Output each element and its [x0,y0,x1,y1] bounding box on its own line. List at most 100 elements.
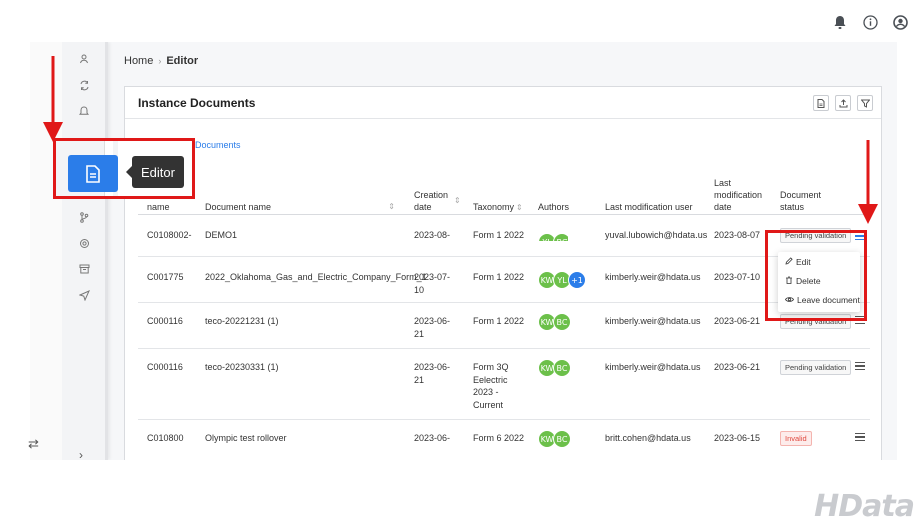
cell-last-modification-user: kimberly.weir@hdata.us [605,272,701,282]
hdata-logo: HData [814,489,915,524]
archive-icon[interactable] [77,262,91,276]
editor-tooltip: Editor [126,156,184,188]
avatar[interactable]: BC [553,233,568,241]
cell-creation-date: 2023-06- 21 [414,315,450,340]
cell-name: C001775 [147,272,184,282]
column-header-document-status[interactable]: Document status [780,189,821,213]
menu-item-leave-document[interactable]: Leave document [785,295,860,305]
documents-link[interactable]: Documents [195,140,241,150]
cell-creation-date-line1: 2023-06- [414,316,451,326]
sort-icon[interactable]: ⇕ [516,203,523,212]
table-row[interactable]: C010800 Olympic test rollover 2023-06- F… [138,420,870,460]
column-header-authors[interactable]: Authors [538,201,569,213]
bell-icon[interactable] [832,14,848,30]
top-bar [832,14,908,30]
arrow-down-icon [43,56,63,142]
menu-item-delete[interactable]: Delete [785,276,821,286]
cell-document-name: teco-20221231 (1) [205,316,279,326]
authors-avatars: YL BC [538,233,568,241]
taxonomy-line: 2023 - [473,387,499,397]
arrow-down-icon [858,140,878,224]
taxonomy-line: Eelectric [473,374,508,385]
breadcrumb-separator: › [158,56,162,66]
cell-name: C010800 [147,433,184,443]
overlay-band [175,215,703,225]
cell-document-name: Olympic test rollover [205,433,287,443]
column-header-creation-date-line2: date [414,202,432,212]
cell-taxonomy: Form 1 2022 [473,316,525,326]
cell-last-modification-user: yuval.lubowich@hdata.us [605,230,708,240]
avatar[interactable]: BC [553,430,571,448]
column-header-taxonomy[interactable]: Taxonomy ⇕ [473,201,523,214]
cell-name: C000116 [147,316,183,326]
taxonomy-line: Current [473,399,504,410]
table-header: name Document name ⇕ Creation date ⇕ Taxono… [138,167,870,215]
table-row[interactable]: C000116 teco-20221231 (1) 2023-06- 21 For… [138,303,870,349]
pencil-icon [785,257,793,267]
avatar[interactable]: BC [553,359,571,377]
authors-avatars: KW BC [538,359,571,377]
document-icon[interactable] [813,95,829,111]
user-icon[interactable] [77,52,91,66]
cell-last-modification-date: 2023-06-15 [714,433,761,443]
cell-taxonomy: Form 1 2022 [473,272,525,282]
avatar[interactable]: BC [553,313,571,331]
column-header-creation-date[interactable]: Creation date ⇕ [414,189,461,213]
column-header-document-name[interactable]: Document name ⇕ [205,201,395,213]
branch-icon[interactable] [77,210,91,224]
editor-nav-button[interactable] [68,155,118,192]
sync-icon[interactable] [77,78,91,92]
document-icon [86,164,100,183]
cell-last-modification-date: 2023-07-10 [714,272,761,282]
status-badge: Pending validation [780,360,852,375]
cell-last-modification-user: kimberly.weir@hdata.us [605,316,701,326]
send-icon[interactable] [77,288,91,302]
avatar-more[interactable]: +1 [568,271,586,289]
bell-outline-icon[interactable] [77,104,91,118]
status-badge: Pending validation [780,314,852,329]
authors-avatars: KW BC [538,313,571,331]
card-header: Instance Documents [125,87,881,119]
filter-icon[interactable] [857,95,873,111]
card-toolbar [813,95,873,111]
left-gutter [30,42,62,460]
column-header-last-modification-date[interactable]: Last modification date [714,177,762,213]
instance-documents-card: Instance Documents Documents name Docume… [124,86,882,460]
cell-last-modification-user: kimberly.weir@hdata.us [605,362,701,372]
cell-creation-date-line2: 21 [414,374,425,385]
chevron-right-icon[interactable]: › [79,448,83,462]
app-frame: Home › Editor Instance Documents Documents… [30,42,897,460]
table-row[interactable]: C001775 2022_Oklahoma_Gas_and_Electric_C… [138,257,870,303]
cell-taxonomy: Form 1 2022 [473,230,525,240]
cell-creation-date: 2023-08- [414,230,451,240]
breadcrumb-home[interactable]: Home [124,55,154,67]
sidebar [62,42,108,460]
column-header-document-status-line2: status [780,202,805,212]
cell-creation-date: 2023-07- 10 [414,271,450,296]
column-header-name[interactable]: name [147,201,170,213]
table-row[interactable]: C000116 teco-20230331 (1) 2023-06- 21 For… [138,349,870,420]
sort-icon[interactable]: ⇕ [454,196,461,205]
menu-highlight-box [765,230,867,321]
row-menu-icon[interactable] [855,433,865,441]
settings-gear-icon[interactable] [77,236,91,250]
row-menu-icon[interactable] [855,362,865,370]
swap-arrows-icon[interactable]: ⇄ [28,436,39,451]
cell-creation-date-line1: 2023-06- [414,362,451,372]
column-header-taxonomy-label: Taxonomy [473,202,515,212]
menu-item-edit-label: Edit [796,257,811,267]
column-header-last-modification-user[interactable]: Last modification user [605,201,693,213]
status-badge: Invalid [780,431,812,446]
column-header-name-label: name [147,202,170,212]
cell-creation-date-line1: 2023-07- [414,272,451,282]
taxonomy-line: Form 3Q [473,362,509,372]
eye-icon [785,295,794,305]
column-header-last-modification-date-line2: modification [714,190,763,200]
menu-item-edit[interactable]: Edit [785,257,811,267]
sort-icon[interactable]: ⇕ [388,202,395,211]
upload-icon[interactable] [835,95,851,111]
column-header-creation-date-line1: Creation [414,190,449,200]
user-account-icon[interactable] [892,14,908,30]
cell-name: C0108002- [147,230,192,240]
info-icon[interactable] [862,14,878,30]
